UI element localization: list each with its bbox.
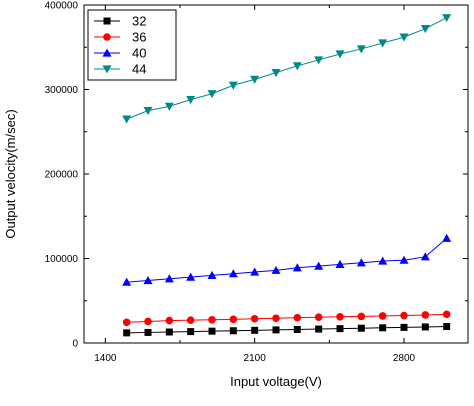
- series-line-40: [126, 237, 447, 283]
- data-point-44: [122, 115, 132, 124]
- data-point-40: [207, 270, 217, 279]
- data-point-40: [442, 233, 452, 242]
- data-point-44: [186, 96, 196, 105]
- data-point-40: [186, 272, 196, 281]
- y-tick-label: 100000: [45, 254, 79, 265]
- data-point-40: [292, 263, 302, 272]
- series-line-36: [126, 313, 447, 323]
- series-36: [122, 310, 451, 327]
- data-point-36: [293, 313, 302, 322]
- data-point-40: [420, 252, 430, 261]
- data-point-36: [208, 315, 216, 324]
- data-point-36: [378, 312, 387, 320]
- series-44: [122, 14, 452, 124]
- data-point-36: [144, 317, 152, 326]
- data-point-44: [292, 62, 302, 71]
- data-point-36: [165, 316, 174, 325]
- data-point-32: [443, 323, 451, 331]
- legend-label-32: 32: [132, 14, 146, 29]
- legend-marker-44: [102, 65, 112, 74]
- data-point-32: [144, 328, 152, 336]
- series-layer: [122, 14, 452, 337]
- data-point-44: [271, 69, 281, 78]
- data-point-32: [229, 327, 237, 335]
- x-tick-label: 2800: [393, 353, 416, 364]
- data-point-44: [250, 75, 260, 84]
- legend-box: [87, 9, 177, 81]
- data-point-32: [379, 324, 387, 332]
- data-point-40: [335, 259, 345, 269]
- data-point-32: [357, 324, 365, 332]
- data-point-40: [314, 261, 324, 270]
- axis-ticks: 0 100000 200000 300000 400000 1400 2100 2800: [45, 1, 468, 364]
- data-point-40: [356, 258, 366, 267]
- data-point-40: [378, 256, 388, 265]
- legend-marker-40: [102, 48, 112, 57]
- data-point-44: [442, 14, 452, 23]
- data-point-36: [421, 311, 430, 319]
- data-point-44: [143, 107, 153, 116]
- data-point-36: [400, 311, 408, 320]
- data-point-36: [122, 318, 131, 327]
- data-point-44: [314, 56, 324, 65]
- data-point-44: [335, 50, 345, 59]
- data-point-32: [123, 329, 131, 337]
- data-point-40: [399, 255, 409, 264]
- data-point-44: [420, 25, 430, 34]
- data-point-36: [314, 313, 323, 322]
- legend-label-44: 44: [132, 62, 146, 77]
- data-point-36: [229, 315, 238, 324]
- data-point-44: [356, 45, 366, 54]
- data-point-32: [336, 325, 344, 333]
- data-point-36: [336, 313, 344, 321]
- data-point-36: [250, 314, 259, 323]
- data-point-32: [272, 326, 280, 334]
- data-point-32: [421, 323, 429, 331]
- data-point-40: [271, 265, 281, 274]
- legend-marker-36: [103, 33, 111, 41]
- data-point-32: [208, 327, 216, 335]
- data-point-36: [186, 316, 195, 324]
- series-32: [123, 323, 451, 337]
- x-tick-label: 1400: [94, 353, 117, 364]
- data-point-32: [187, 328, 195, 336]
- series-line-44: [126, 17, 447, 120]
- y-tick-label: 400000: [45, 1, 79, 12]
- data-point-36: [442, 310, 451, 319]
- data-point-44: [399, 33, 409, 42]
- data-point-32: [165, 328, 173, 336]
- legend-marker-32: [103, 17, 111, 25]
- legend-label-36: 36: [132, 30, 146, 45]
- data-point-40: [122, 277, 132, 286]
- series-line-32: [126, 326, 447, 334]
- data-point-44: [228, 81, 238, 90]
- series-40: [122, 233, 452, 286]
- data-point-32: [400, 323, 408, 331]
- data-point-32: [315, 325, 323, 333]
- y-tick-label: 300000: [45, 85, 79, 96]
- data-point-40: [250, 267, 260, 276]
- y-axis-label: Output velocity(m/sec): [3, 109, 18, 238]
- data-point-36: [357, 312, 366, 321]
- data-point-40: [228, 269, 238, 278]
- data-point-44: [207, 90, 217, 99]
- data-point-32: [293, 325, 301, 333]
- data-point-44: [164, 102, 174, 111]
- data-point-36: [272, 314, 280, 323]
- data-point-32: [251, 326, 259, 334]
- data-point-40: [164, 274, 174, 283]
- x-tick-label: 2100: [244, 353, 267, 364]
- data-point-40: [143, 275, 153, 285]
- legend-label-40: 40: [132, 46, 146, 61]
- data-point-44: [378, 39, 388, 48]
- y-tick-label: 0: [72, 339, 78, 350]
- x-axis-label: Input voltage(V): [230, 374, 322, 389]
- y-tick-label: 200000: [45, 170, 79, 181]
